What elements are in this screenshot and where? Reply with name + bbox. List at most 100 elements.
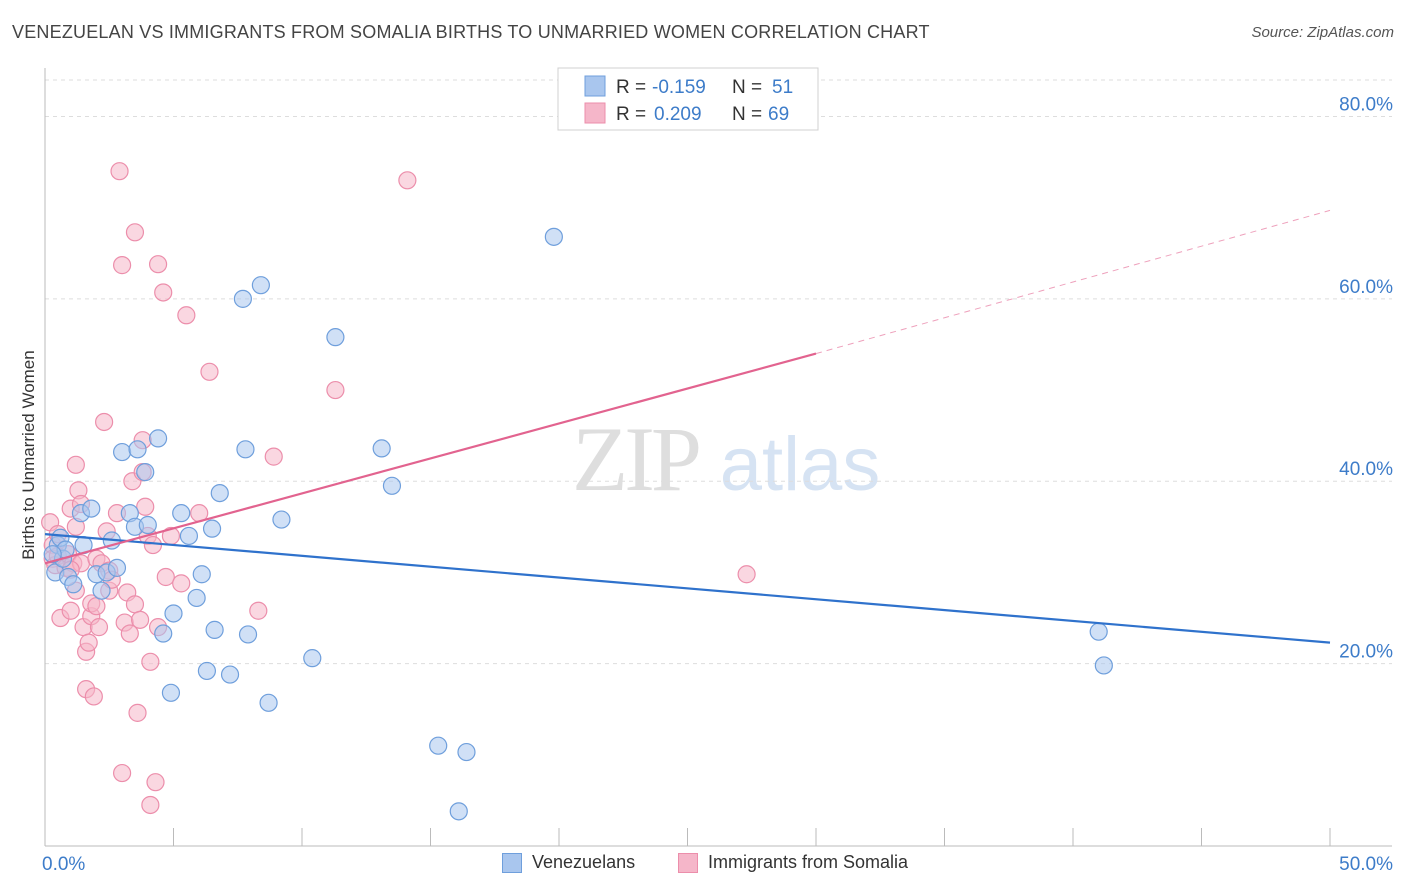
somalia-point (95, 412, 114, 432)
somalia-point (112, 256, 132, 275)
legend-swatch-venezuelans (584, 75, 606, 97)
legend-swatch-venezuelans-bottom (502, 852, 522, 873)
venezuelan-point (138, 515, 157, 535)
venezuelan-point (205, 620, 224, 639)
venezuelan-point (112, 442, 132, 462)
somalia-point (146, 773, 165, 792)
somalia-point (326, 380, 345, 400)
venezuelan-point (303, 649, 322, 668)
somalia-point (143, 535, 163, 555)
venezuelan-point (236, 440, 255, 459)
venezuelan-point (1094, 656, 1113, 675)
somalia-point (156, 567, 175, 587)
somalia-trend-extension (815, 209, 1331, 355)
legend-r-label-2: R = (616, 104, 646, 125)
y-tick-label: 60.0% (1339, 277, 1393, 298)
legend-swatch-somalia-bottom (678, 852, 698, 873)
x-tick-label-end: 50.0% (1339, 854, 1393, 875)
somalia-point (128, 703, 147, 722)
venezuelan-point (192, 565, 211, 584)
gridlines (45, 79, 1392, 665)
y-tick-label: 20.0% (1339, 642, 1393, 663)
somalia-point (112, 763, 132, 783)
venezuelan-point (233, 289, 252, 308)
somalia-point (120, 624, 139, 643)
legend-item-somalia: Immigrants from Somalia (678, 852, 908, 873)
somalia-point (200, 362, 219, 381)
venezuelan-point (210, 483, 229, 503)
axes (44, 68, 1392, 847)
y-axis-label: Births to Unmarried Women (19, 350, 38, 559)
venezuelan-point (197, 661, 217, 681)
x-tick-label-start: 0.0% (42, 854, 85, 875)
venezuelan-point (148, 429, 168, 448)
legend-n-value-2: 69 (768, 104, 789, 125)
venezuelan-point (544, 227, 563, 246)
legend-r-label-1: R = (616, 77, 646, 98)
somalia-point (61, 601, 80, 620)
somalia-point (66, 455, 85, 474)
tick-labels: 20.0% 40.0% 60.0% 80.0% 0.0% 50.0% (42, 94, 1393, 875)
venezuelans-trend-line (44, 533, 1331, 644)
legend-item-venezuelans: Venezuelans (502, 852, 635, 873)
venezuelan-point (382, 476, 402, 495)
stats-legend: R = -0.159 N = 51 R = 0.209 N = 69 (557, 67, 819, 131)
legend-label-somalia: Immigrants from Somalia (708, 852, 909, 872)
somalia-point (264, 447, 283, 466)
venezuelan-point (179, 526, 199, 546)
somalia-point (87, 597, 106, 616)
venezuelan-point (1089, 622, 1108, 641)
venezuelan-point (154, 624, 173, 643)
trend-lines (44, 209, 1331, 644)
venezuelan-point (259, 693, 278, 712)
legend-n-label-2: N = (732, 104, 762, 125)
venezuelan-point (429, 736, 448, 755)
somalia-point (737, 565, 756, 584)
somalia-trend-line (44, 352, 817, 565)
watermark-atlas: atlas (720, 422, 881, 507)
somalia-point (177, 306, 196, 325)
venezuelan-point (161, 683, 181, 702)
legend-r-value-2: 0.209 (654, 104, 702, 125)
venezuelan-point (372, 439, 391, 458)
somalia-point (89, 618, 109, 637)
venezuelan-point (220, 665, 240, 684)
venezuelan-point (187, 588, 206, 608)
somalia-point (130, 610, 150, 629)
legend-r-value-1: -0.159 (652, 77, 706, 98)
legend-n-label-1: N = (732, 77, 762, 98)
y-tick-label: 40.0% (1339, 459, 1393, 480)
venezuelan-point (136, 463, 155, 482)
watermark-zip: ZIP (572, 408, 699, 510)
venezuelan-point (92, 581, 111, 600)
venezuelan-point (164, 604, 183, 623)
somalia-point (141, 652, 160, 671)
chart-title: VENEZUELAN VS IMMIGRANTS FROM SOMALIA BI… (12, 22, 930, 42)
venezuelan-point (272, 510, 291, 529)
somalia-point (125, 223, 145, 242)
venezuelan-point (202, 519, 222, 538)
venezuelan-point (107, 558, 127, 577)
venezuelans-points (43, 227, 1113, 821)
somalia-point (154, 283, 173, 302)
venezuelan-point (251, 276, 270, 295)
venezuelan-point (457, 742, 476, 762)
somalia-point (172, 574, 191, 593)
somalia-point (249, 601, 268, 620)
venezuelan-point (128, 440, 147, 459)
somalia-point (84, 687, 103, 706)
venezuelan-point (449, 802, 468, 821)
venezuelan-point (172, 504, 191, 523)
venezuelan-point (238, 625, 258, 644)
legend-label-venezuelans: Venezuelans (532, 852, 636, 872)
source-label: Source: ZipAtlas.com (1251, 24, 1394, 41)
venezuelan-point (43, 545, 62, 564)
y-tick-label: 80.0% (1339, 94, 1393, 115)
legend-n-value-1: 51 (772, 77, 793, 98)
somalia-point (136, 497, 155, 516)
somalia-point (79, 633, 98, 652)
legend-swatch-somalia (584, 102, 606, 124)
somalia-point (148, 255, 168, 274)
series-legend: Venezuelans Immigrants from Somalia (0, 852, 1406, 876)
